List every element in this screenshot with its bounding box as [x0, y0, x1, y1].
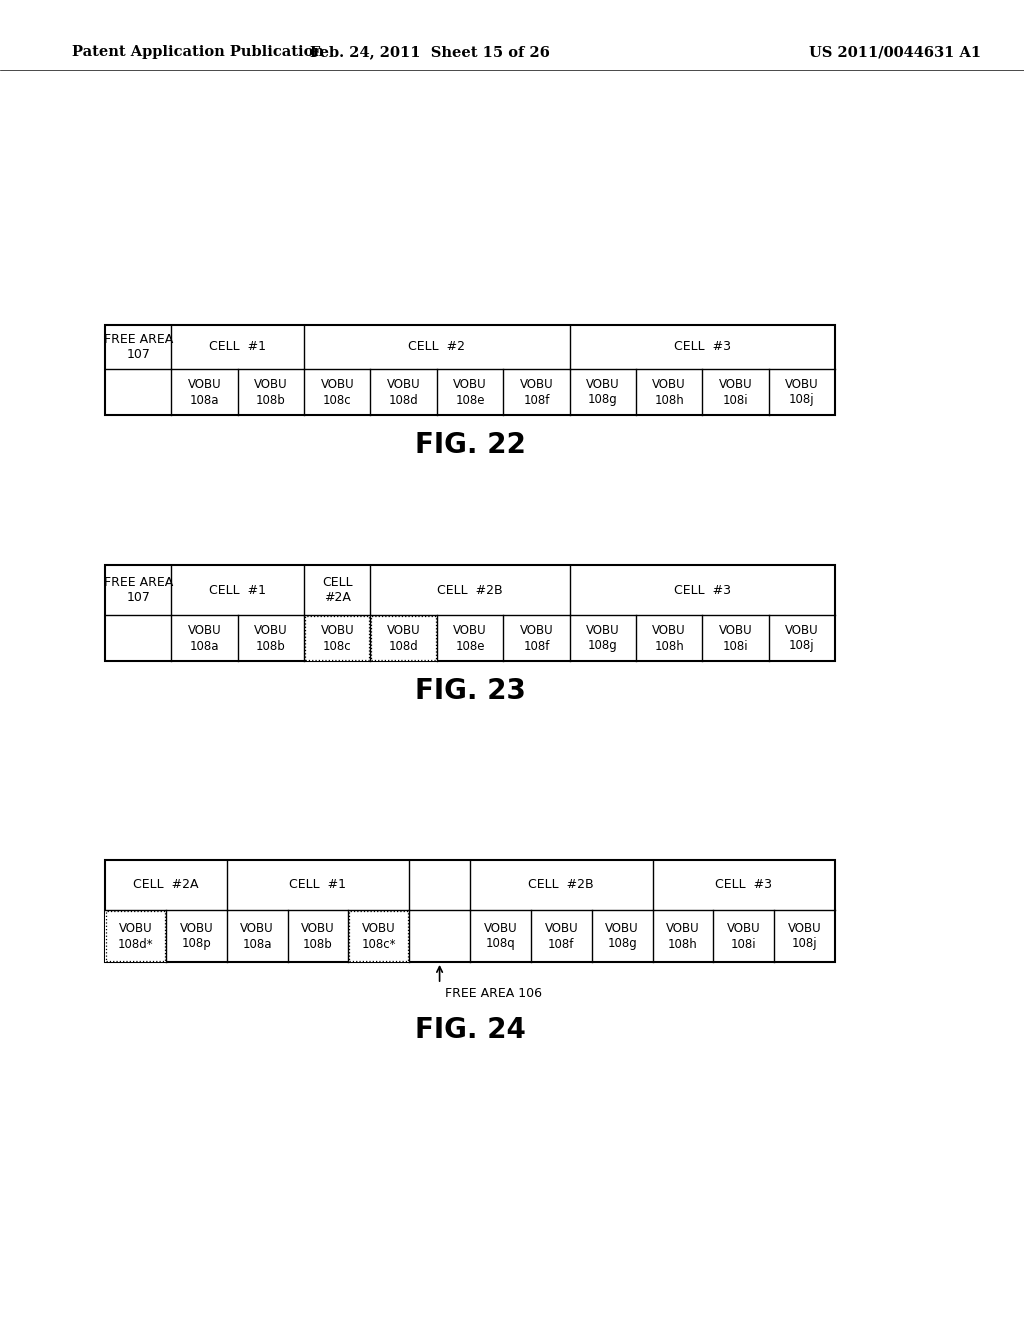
Text: VOBU
108a: VOBU 108a	[187, 378, 221, 407]
Text: VOBU
108g: VOBU 108g	[586, 378, 620, 407]
Bar	[166, 909, 226, 962]
Bar	[105, 861, 835, 962]
Text: VOBU
108q: VOBU 108q	[483, 921, 517, 950]
Bar	[105, 325, 835, 414]
Bar	[371, 615, 437, 661]
Text: FREE AREA 106: FREE AREA 106	[444, 987, 542, 1001]
Text: CELL  #1: CELL #1	[290, 879, 346, 891]
Text: VOBU
108g: VOBU 108g	[605, 921, 639, 950]
Bar	[105, 565, 835, 661]
Bar	[349, 911, 409, 961]
Bar	[305, 616, 370, 660]
Text: FIG. 23: FIG. 23	[415, 677, 525, 705]
Bar	[437, 615, 503, 661]
Text: VOBU
108i: VOBU 108i	[719, 378, 753, 407]
Text: VOBU
108j: VOBU 108j	[785, 378, 818, 407]
Text: VOBU
108b: VOBU 108b	[254, 378, 288, 407]
Text: US 2011/0044631 A1: US 2011/0044631 A1	[809, 45, 981, 59]
Text: VOBU
108d*: VOBU 108d*	[118, 921, 154, 950]
Text: VOBU
108p: VOBU 108p	[179, 921, 213, 950]
Text: CELL  #3: CELL #3	[674, 583, 731, 597]
Text: VOBU
108f: VOBU 108f	[545, 921, 579, 950]
Text: VOBU
108c: VOBU 108c	[321, 378, 354, 407]
Text: CELL  #1: CELL #1	[209, 583, 266, 597]
Text: Feb. 24, 2011  Sheet 15 of 26: Feb. 24, 2011 Sheet 15 of 26	[310, 45, 550, 59]
Text: CELL  #2B: CELL #2B	[528, 879, 594, 891]
Text: VOBU
108e: VOBU 108e	[454, 623, 486, 652]
Bar	[304, 615, 371, 661]
Text: VOBU
108c: VOBU 108c	[321, 623, 354, 652]
Text: CELL
#2A: CELL #2A	[322, 576, 352, 605]
Text: VOBU
108a: VOBU 108a	[241, 921, 273, 950]
Text: VOBU
108j: VOBU 108j	[787, 921, 821, 950]
Text: VOBU
108g: VOBU 108g	[586, 623, 620, 652]
Text: CELL  #2A: CELL #2A	[133, 879, 199, 891]
Text: VOBU
108i: VOBU 108i	[719, 623, 753, 652]
Text: VOBU
108h: VOBU 108h	[666, 921, 699, 950]
Text: VOBU
108f: VOBU 108f	[519, 378, 553, 407]
Text: FREE AREA
107: FREE AREA 107	[103, 576, 173, 605]
Text: VOBU
108b: VOBU 108b	[301, 921, 335, 950]
Text: VOBU
108b: VOBU 108b	[254, 623, 288, 652]
Text: VOBU
108a: VOBU 108a	[187, 623, 221, 652]
Bar	[470, 909, 530, 962]
Text: VOBU
108h: VOBU 108h	[652, 378, 686, 407]
Text: FIG. 22: FIG. 22	[415, 432, 525, 459]
Text: VOBU
108c*: VOBU 108c*	[361, 921, 396, 950]
Text: VOBU
108d: VOBU 108d	[387, 378, 421, 407]
Text: FIG. 24: FIG. 24	[415, 1016, 525, 1044]
Text: CELL  #2: CELL #2	[409, 341, 465, 354]
Text: CELL  #3: CELL #3	[674, 341, 731, 354]
Text: CELL  #1: CELL #1	[209, 341, 266, 354]
Text: VOBU
108f: VOBU 108f	[519, 623, 553, 652]
Text: FREE AREA
107: FREE AREA 107	[103, 333, 173, 360]
Text: VOBU
108i: VOBU 108i	[727, 921, 761, 950]
Bar	[106, 911, 165, 961]
Text: VOBU
108h: VOBU 108h	[652, 623, 686, 652]
Text: Patent Application Publication: Patent Application Publication	[72, 45, 324, 59]
Text: CELL  #2B: CELL #2B	[437, 583, 503, 597]
Text: VOBU
108e: VOBU 108e	[454, 378, 486, 407]
Bar	[105, 909, 166, 962]
Bar	[348, 909, 410, 962]
Text: VOBU
108j: VOBU 108j	[785, 623, 818, 652]
Text: VOBU
108d: VOBU 108d	[387, 623, 421, 652]
Bar	[372, 616, 436, 660]
Text: CELL  #3: CELL #3	[715, 879, 772, 891]
